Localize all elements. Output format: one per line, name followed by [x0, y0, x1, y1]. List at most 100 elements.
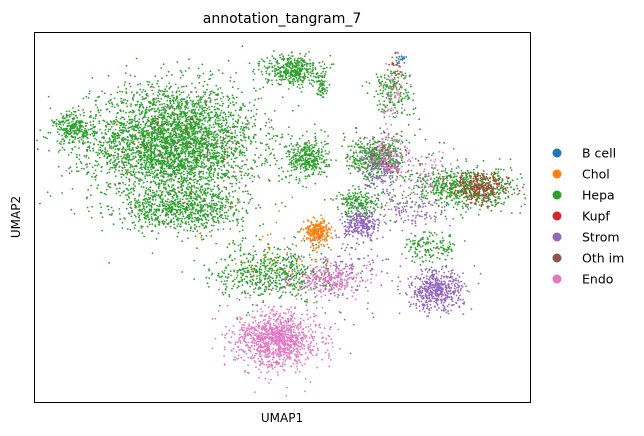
point — [193, 114, 196, 117]
point — [209, 206, 212, 208]
point — [225, 188, 228, 191]
point — [170, 144, 172, 147]
point — [290, 162, 293, 165]
point — [70, 151, 73, 154]
point — [159, 201, 162, 203]
point — [129, 118, 132, 121]
point — [122, 136, 125, 139]
point — [173, 127, 176, 129]
point — [109, 138, 111, 141]
point — [209, 193, 212, 196]
point — [182, 130, 185, 133]
point — [156, 174, 159, 177]
point — [224, 217, 227, 220]
point — [242, 190, 244, 193]
point — [204, 93, 206, 96]
point — [212, 175, 215, 177]
point — [183, 217, 186, 220]
point — [182, 148, 185, 151]
point — [245, 172, 247, 175]
point — [171, 164, 174, 167]
point — [232, 114, 234, 117]
point — [165, 205, 168, 208]
point — [231, 140, 233, 143]
point — [177, 217, 179, 220]
point — [203, 80, 206, 83]
point — [79, 161, 82, 163]
point — [144, 221, 147, 224]
point — [216, 207, 219, 210]
point — [171, 95, 173, 97]
point — [226, 156, 229, 159]
point — [108, 186, 111, 188]
point — [225, 169, 228, 172]
point — [157, 187, 160, 190]
point — [217, 69, 220, 72]
point — [181, 98, 184, 101]
point — [161, 120, 164, 123]
point — [210, 210, 213, 212]
point — [215, 84, 218, 87]
point — [169, 158, 172, 160]
point — [87, 146, 89, 149]
point — [178, 144, 181, 146]
point — [288, 181, 290, 184]
point — [236, 198, 239, 200]
point — [68, 122, 71, 124]
point — [166, 153, 169, 155]
point — [173, 223, 176, 226]
point — [68, 110, 71, 112]
point — [103, 192, 106, 195]
point — [98, 95, 101, 98]
point — [150, 119, 153, 121]
point — [253, 73, 256, 75]
point — [150, 133, 153, 136]
point — [182, 138, 185, 141]
point — [82, 97, 85, 100]
point — [231, 94, 234, 97]
point — [113, 97, 116, 100]
point — [152, 93, 155, 95]
point — [201, 194, 204, 196]
point — [180, 167, 183, 169]
point — [83, 167, 85, 170]
point — [85, 130, 88, 132]
point — [176, 100, 179, 103]
point — [164, 136, 167, 139]
point — [185, 157, 188, 160]
point — [314, 165, 316, 168]
point — [168, 179, 171, 181]
point — [154, 181, 157, 184]
point — [154, 161, 157, 164]
point — [237, 114, 240, 117]
point — [166, 136, 169, 139]
point — [79, 127, 81, 130]
point — [267, 146, 270, 148]
point — [146, 118, 149, 121]
point — [179, 163, 182, 166]
point — [151, 83, 154, 86]
point — [84, 122, 87, 124]
point — [233, 176, 236, 178]
point — [225, 144, 228, 147]
point — [232, 142, 234, 145]
point — [245, 147, 248, 150]
point — [213, 136, 215, 139]
point — [108, 168, 111, 171]
point — [236, 224, 239, 227]
point — [195, 225, 198, 228]
point — [150, 115, 153, 118]
point — [196, 74, 199, 77]
point — [160, 109, 163, 111]
point — [86, 166, 88, 168]
point — [112, 138, 115, 141]
point — [254, 134, 257, 136]
point — [123, 126, 126, 129]
point — [114, 148, 117, 151]
point — [137, 213, 140, 215]
point — [85, 95, 88, 98]
point — [219, 87, 222, 89]
point — [171, 168, 174, 170]
point — [63, 122, 66, 124]
point — [229, 220, 231, 223]
